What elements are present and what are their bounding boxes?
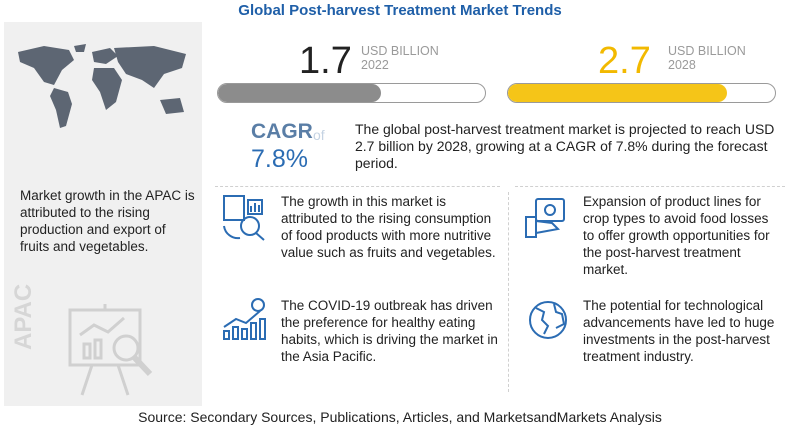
market-year: 2022 <box>361 58 389 72</box>
summary: The global post-harvest treatment market… <box>355 121 775 171</box>
market-unit: USD BILLION <box>668 44 746 58</box>
insight: Expansion of product lines for crop type… <box>583 194 770 277</box>
region-label: APAC <box>10 283 37 350</box>
cagr-of: of <box>313 127 325 143</box>
source: Source: Secondary Sources, Publications,… <box>138 409 662 425</box>
market-value: 2.7 <box>598 40 651 82</box>
presentation-icon <box>68 304 153 396</box>
insight: The potential for technological advancem… <box>583 298 775 364</box>
progress-fill <box>508 84 727 102</box>
market-year: 2028 <box>668 58 696 72</box>
insight: The COVID-19 outbreak has driven the pre… <box>281 298 498 364</box>
progress-bar <box>507 83 776 103</box>
progress-fill <box>218 84 381 102</box>
icon-growth <box>223 298 266 340</box>
icon-money <box>525 198 565 238</box>
market-unit: USD BILLION <box>361 44 439 58</box>
cagr-value: 7.8% <box>251 145 308 173</box>
insight: The growth in this market is attributed … <box>281 194 496 260</box>
divider <box>215 186 500 187</box>
left-panel-text: Market growth in the APAC is attributed … <box>20 188 195 254</box>
world-map <box>18 44 186 128</box>
market-value: 1.7 <box>299 40 352 82</box>
icon-globe <box>529 301 567 339</box>
title: Global Post-harvest Treatment Market Tre… <box>238 2 562 19</box>
divider <box>508 192 509 392</box>
progress-bar <box>217 83 486 103</box>
cagr-label: CAGR <box>251 120 313 143</box>
icon-consumption <box>223 195 265 241</box>
divider <box>515 186 785 187</box>
